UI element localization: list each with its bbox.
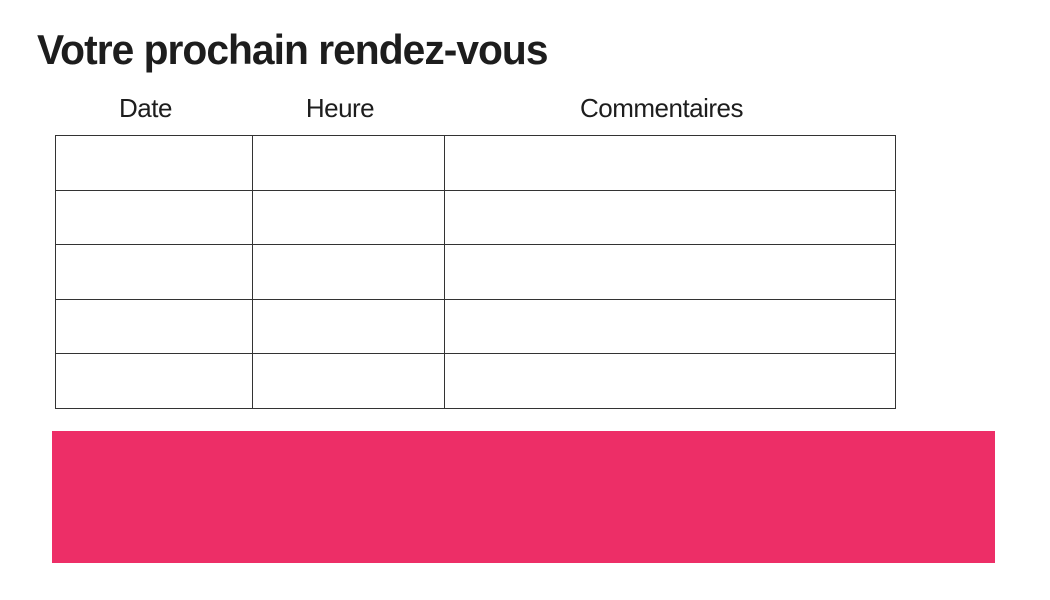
table-column-headers: Date Heure Commentaires bbox=[55, 93, 895, 124]
page-title: Votre prochain rendez-vous bbox=[37, 26, 549, 73]
table-row bbox=[55, 135, 896, 191]
table-cell bbox=[444, 353, 896, 409]
table-cell bbox=[252, 244, 445, 300]
table-row bbox=[55, 298, 896, 355]
table-cell bbox=[444, 298, 896, 355]
table-row bbox=[55, 244, 896, 300]
column-header-date: Date bbox=[119, 93, 172, 123]
table-cell bbox=[55, 298, 253, 355]
table-cell bbox=[55, 244, 253, 300]
column-header-heure: Heure bbox=[305, 93, 375, 123]
table-cell bbox=[444, 189, 896, 246]
appointment-table-body bbox=[55, 135, 896, 409]
table-cell bbox=[55, 353, 253, 409]
table-cell bbox=[444, 244, 896, 300]
table-cell bbox=[55, 135, 253, 191]
table-cell bbox=[252, 298, 445, 355]
table-cell bbox=[252, 189, 445, 246]
highlight-banner bbox=[52, 431, 995, 563]
table-cell bbox=[252, 353, 445, 409]
table-cell bbox=[55, 189, 253, 246]
table-cell bbox=[444, 135, 896, 191]
table-row bbox=[55, 189, 896, 246]
table-cell bbox=[252, 135, 445, 191]
appointment-table bbox=[55, 135, 896, 409]
column-header-commentaires: Commentaires bbox=[579, 93, 744, 123]
table-row bbox=[55, 353, 896, 409]
